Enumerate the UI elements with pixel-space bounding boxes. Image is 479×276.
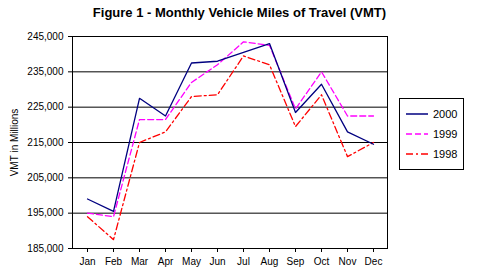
svg-text:Aug: Aug [261,256,279,267]
svg-text:Mar: Mar [131,256,149,267]
svg-text:245,000: 245,000 [27,31,64,42]
svg-text:Nov: Nov [339,256,357,267]
svg-text:Apr: Apr [158,256,174,267]
svg-text:Dec: Dec [365,256,383,267]
html-text:Figure 1 - Monthly Vehicle Mil: Figure 1 - Monthly Vehicle Miles of Trav… [92,5,387,20]
svg-text:May: May [182,256,201,267]
html-text:1999: 1999 [433,128,458,140]
svg-text:185,000: 185,000 [27,243,64,254]
svg-text:195,000: 195,000 [27,207,64,218]
html-text:1998: 1998 [433,148,458,160]
svg-text:Jul: Jul [237,256,250,267]
svg-text:Oct: Oct [314,256,330,267]
svg-text:235,000: 235,000 [27,66,64,77]
svg-text:215,000: 215,000 [27,137,64,148]
svg-text:Sep: Sep [287,256,305,267]
svg-text:Jun: Jun [209,256,225,267]
svg-text:Feb: Feb [105,256,123,267]
html-text:2000: 2000 [433,108,458,120]
svg-text:225,000: 225,000 [27,101,64,112]
svg-text:VMT in Millions: VMT in Millions [9,109,20,177]
svg-text:Jan: Jan [79,256,95,267]
svg-text:205,000: 205,000 [27,172,64,183]
